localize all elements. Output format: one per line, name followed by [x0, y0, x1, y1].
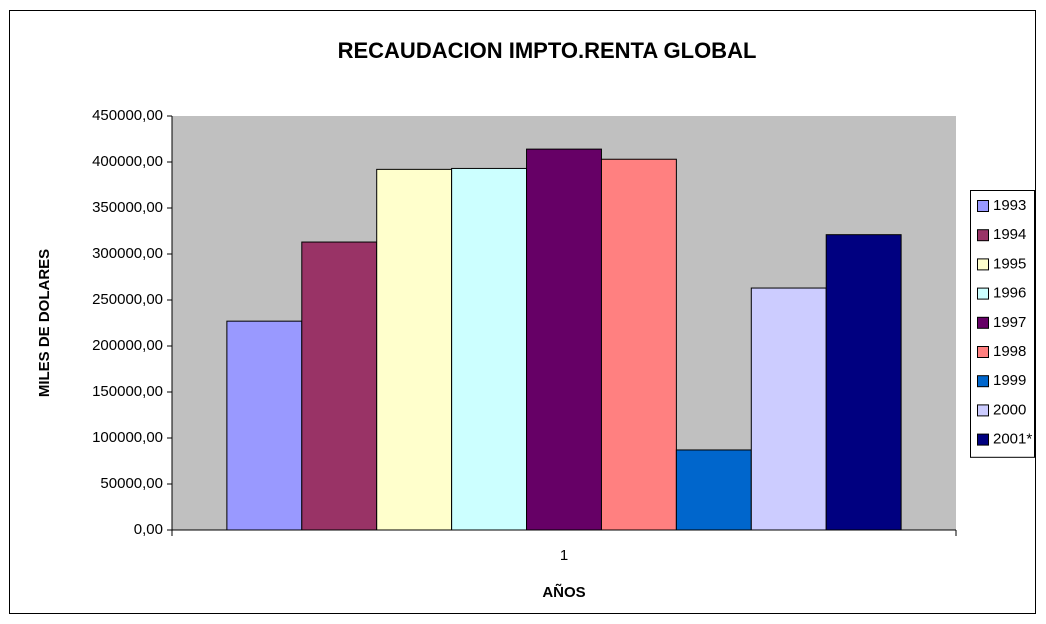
y-tick-label: 250000,00 [92, 291, 163, 308]
legend-swatch [977, 200, 989, 212]
y-tick-label: 300000,00 [92, 245, 163, 262]
legend-swatch [977, 316, 989, 329]
bar [526, 148, 602, 531]
y-tick-label: 100000,00 [92, 429, 163, 446]
legend-swatch [977, 433, 989, 446]
bar [675, 449, 752, 531]
y-tick-label: 0,00 [134, 521, 163, 538]
legend-label: 1995 [993, 255, 1026, 272]
x-axis-label: AÑOS [542, 583, 585, 601]
bar [301, 241, 378, 531]
bar [376, 168, 453, 531]
bar [600, 158, 677, 531]
x-tick-label: 1 [560, 547, 568, 564]
legend-label: 2000 [993, 401, 1026, 418]
chart-title: RECAUDACION IMPTO.RENTA GLOBAL [338, 38, 757, 63]
legend-label: 2001* [993, 431, 1032, 448]
bar [750, 287, 827, 531]
y-tick-label: 150000,00 [92, 383, 163, 400]
legend-swatch [977, 229, 989, 242]
y-axis-label: MILES DE DOLARES [36, 249, 53, 397]
legend-swatch [977, 346, 989, 358]
y-tick-label: 450000,00 [92, 107, 163, 124]
bar [226, 320, 303, 531]
y-tick-label: 50000,00 [100, 475, 163, 492]
legend-label: 1996 [993, 285, 1026, 302]
legend-swatch [977, 287, 989, 300]
legend-swatch [977, 375, 989, 388]
legend-label: 1997 [993, 314, 1026, 331]
legend-label: 1993 [993, 197, 1026, 214]
legend-swatch [977, 404, 989, 417]
y-tick-label: 400000,00 [92, 153, 163, 170]
legend-label: 1998 [993, 343, 1026, 360]
legend-swatch [977, 258, 989, 271]
legend-label: 1999 [993, 372, 1026, 389]
bar [451, 167, 528, 531]
y-tick-label: 200000,00 [92, 337, 163, 354]
y-tick-label: 350000,00 [92, 199, 163, 216]
legend-label: 1994 [993, 226, 1026, 243]
bar [825, 234, 902, 531]
